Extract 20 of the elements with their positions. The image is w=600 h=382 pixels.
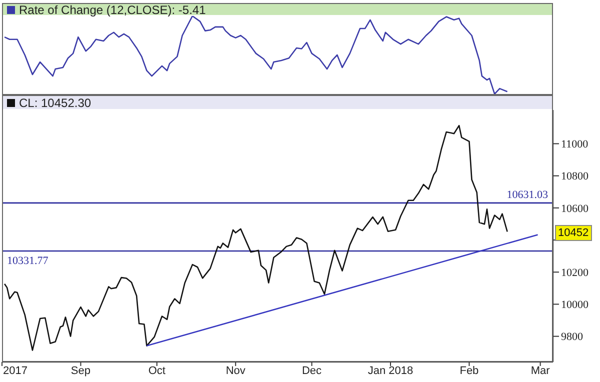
chart-title: CL: 10452.30 — [19, 96, 92, 110]
chart-title: Rate of Change (12,CLOSE): -5.41 — [19, 2, 206, 16]
y-tick-label: 9800 — [561, 331, 584, 344]
x-tick-label: Nov — [226, 365, 246, 378]
y-tick-label: 10800 — [561, 170, 589, 183]
x-tick-label: Mar — [530, 365, 550, 378]
y-tick-label: 10200 — [561, 267, 589, 280]
x-tick-label: Sep — [70, 365, 91, 378]
y-tick-label: 11000 — [561, 138, 589, 151]
y-tick-label: 10000 — [561, 299, 589, 312]
x-tick-label: Jan 2018 — [368, 365, 414, 378]
x-tick-label: Oct — [148, 365, 166, 378]
x-tick-label: 2017 — [3, 365, 28, 378]
ref-line-label: 10331.77 — [7, 254, 49, 267]
y-tick-label: 10600 — [561, 202, 589, 215]
x-tick-label: Feb — [460, 365, 479, 378]
ref-line-label: 10631.03 — [506, 188, 548, 201]
x-tick-label: Dec — [302, 365, 322, 378]
annotation: 10452 — [555, 224, 592, 241]
line-series — [4, 124, 508, 351]
